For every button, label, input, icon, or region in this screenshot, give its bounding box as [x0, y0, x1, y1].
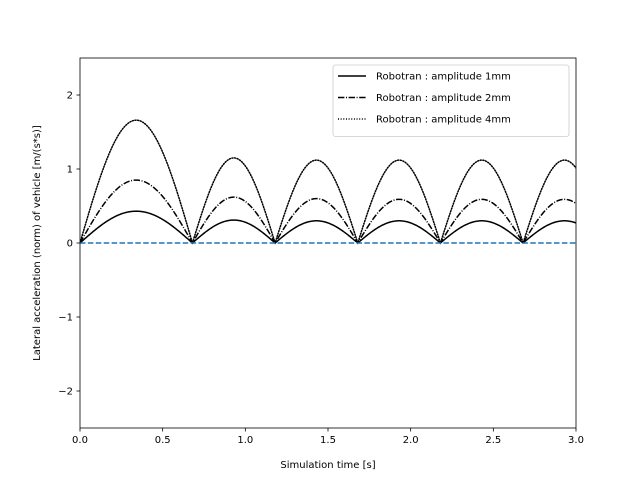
y-axis-label: Lateral acceleration (norm) of vehicle […: [32, 125, 43, 361]
y-tick-label: 1: [67, 165, 73, 176]
x-tick-label: 1.0: [237, 435, 253, 446]
series-line: [80, 210, 576, 244]
x-axis-label: Simulation time [s]: [280, 460, 375, 471]
legend-label: Robotran : amplitude 4mm: [376, 115, 511, 126]
series-line: [80, 179, 576, 245]
y-tick-label: 2: [67, 91, 73, 102]
y-tick-label: 0: [67, 239, 73, 250]
legend-label: Robotran : amplitude 1mm: [376, 72, 511, 83]
x-tick-label: 3.0: [568, 435, 584, 446]
y-axis-ticks: −2 −1 0 1 2: [58, 91, 80, 398]
legend-box: [332, 64, 570, 137]
y-tick-label: −2: [58, 387, 73, 398]
series-lines: [80, 119, 576, 246]
x-axis-ticks: 0.0 0.5 1.0 1.5 2.0 2.5 3.0: [72, 428, 584, 446]
y-tick-label: −1: [58, 313, 73, 324]
x-tick-label: 2.5: [485, 435, 501, 446]
series-line: [80, 119, 576, 246]
legend: Robotran : amplitude 1mm Robotran : ampli…: [332, 64, 570, 137]
x-tick-label: 1.5: [320, 435, 336, 446]
x-tick-label: 0.0: [72, 435, 88, 446]
x-tick-label: 0.5: [155, 435, 171, 446]
legend-label: Robotran : amplitude 2mm: [376, 93, 511, 104]
x-tick-label: 2.0: [403, 435, 419, 446]
